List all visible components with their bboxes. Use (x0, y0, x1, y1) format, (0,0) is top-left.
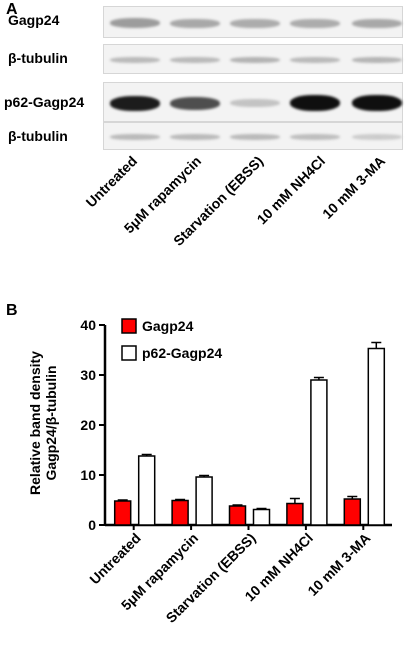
blot-band-lane-1 (110, 96, 160, 111)
bar-gagp24-2 (171, 499, 189, 526)
blot-band-lane-4 (290, 19, 340, 28)
blot-band-lane-4 (290, 95, 340, 111)
y-axis-title-line-1: Relative band density (27, 351, 43, 495)
bar-gagp24-5 (343, 498, 362, 526)
blot-band-lane-3 (230, 134, 280, 140)
panel-a-letter: A (6, 1, 18, 18)
y-tick-label-10: 10 (80, 467, 96, 483)
legend-swatch-p62-gagp24 (121, 345, 137, 361)
blot-strip-tubulin-2 (103, 122, 403, 150)
y-tick-label-30: 30 (80, 367, 96, 383)
blot-band-lane-2 (170, 134, 220, 140)
bar-p62-gagp24-2 (195, 476, 213, 526)
legend-label-gagp24: Gagp24 (142, 318, 194, 334)
blot-band-lane-4 (290, 57, 340, 63)
bar-gagp24-4 (286, 502, 304, 526)
bar-gagp24-3 (228, 505, 247, 526)
lane-labels: Untreated 5μM rapamycin Starvation (EBSS… (83, 153, 389, 249)
bar-p62-gagp24-1 (137, 455, 156, 526)
bar-p62-gagp24-5 (367, 347, 386, 526)
lane-label-3ma: 10 mM 3-MA (319, 153, 388, 222)
blot-band-lane-3 (230, 57, 280, 63)
y-tick-label-40: 40 (80, 317, 96, 333)
y-tick-label-20: 20 (80, 417, 96, 433)
blot-strip-gagp24 (103, 6, 403, 38)
blot-band-lane-5 (352, 19, 402, 28)
blot-label-gagp24: Gagp24 (8, 12, 60, 28)
bar-chart: Relative band density Gagp24/β-tubulin 0… (27, 317, 392, 626)
blot-band-lane-2 (170, 19, 220, 28)
blot-strip-tubulin-1 (103, 44, 403, 74)
legend-label-p62-gagp24: p62-Gagp24 (142, 345, 222, 361)
y-axis-title: Relative band density Gagp24/β-tubulin (27, 351, 59, 495)
blot-band-lane-1 (110, 18, 160, 28)
blot-label-tubulin-1: β-tubulin (8, 50, 68, 66)
y-axis-title-line-2: Gagp24/β-tubulin (43, 365, 59, 480)
legend: Gagp24 p62-Gagp24 (121, 318, 222, 361)
lane-label-untreated: Untreated (83, 153, 141, 211)
blot-band-lane-3 (230, 99, 280, 107)
blot-band-lane-1 (110, 134, 160, 140)
blot-band-lane-5 (352, 57, 402, 63)
blot-strip-p62-gagp24 (103, 82, 403, 122)
bar-p62-gagp24-3 (252, 508, 271, 526)
blot-band-lane-1 (110, 57, 160, 63)
y-tick-label-0: 0 (88, 517, 96, 533)
x-tick-label-1: Untreated (86, 530, 144, 588)
blot-band-lane-2 (170, 57, 220, 63)
bar-gagp24-1 (113, 500, 132, 526)
blot-label-p62-gagp24: p62-Gagp24 (4, 94, 85, 110)
blot-band-lane-4 (290, 134, 340, 140)
blot-band-lane-5 (352, 95, 402, 111)
panel-b-letter: B (6, 302, 18, 319)
blot-label-tubulin-2: β-tubulin (8, 128, 68, 144)
blot-band-lane-5 (352, 134, 402, 140)
blot-band-lane-2 (170, 97, 220, 110)
blot-band-lane-3 (230, 19, 280, 28)
legend-swatch-gagp24 (121, 318, 137, 334)
bar-p62-gagp24-4 (310, 379, 328, 526)
